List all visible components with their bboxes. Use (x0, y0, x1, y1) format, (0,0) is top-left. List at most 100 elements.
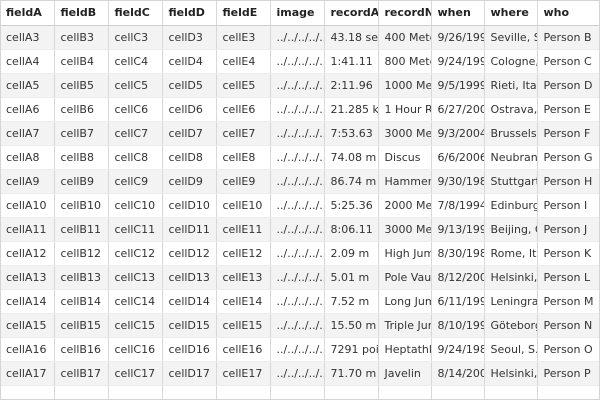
cell-who[interactable]: Person F (537, 121, 600, 146)
cell-fieldC[interactable]: cellC17 (108, 361, 163, 386)
cell-when[interactable]: 9/26/1999 (431, 25, 485, 50)
cell-recordName[interactable]: 1 Hour Run (378, 97, 432, 122)
cell-fieldD[interactable]: cellD12 (162, 241, 217, 266)
cell-when[interactable]: 8/10/1995 (431, 313, 485, 338)
cell-recordName[interactable]: Pole Vault (378, 265, 432, 290)
column-header-image[interactable]: image (270, 0, 325, 26)
cell-fieldD[interactable]: cellD9 (162, 169, 217, 194)
cell-where[interactable]: Helsinki, Finland (484, 361, 538, 386)
cell-when[interactable]: 9/13/1993 (431, 217, 485, 242)
cell-fieldB[interactable]: cellB8 (54, 145, 109, 170)
cell-image[interactable]: ../../../../../ (270, 145, 325, 170)
cell-who[interactable]: Person N (537, 313, 600, 338)
table-row[interactable]: cellA9 cellB9 cellC9 cellD9 cellE9 ../../../.… (0, 169, 600, 194)
cell-fieldB[interactable]: cellB3 (54, 25, 109, 50)
column-header-fieldA[interactable]: fieldA (0, 0, 55, 26)
cell-fieldD[interactable]: cellD13 (162, 265, 217, 290)
cell-fieldC[interactable]: cellC13 (108, 265, 163, 290)
table-row[interactable]: cellA4 cellB4 cellC4 cellD4 cellE4 ../../../.… (0, 49, 600, 74)
cell-image[interactable]: ../../../../../ (270, 169, 325, 194)
cell-fieldA[interactable]: cellA8 (0, 145, 55, 170)
cell-recordAmount[interactable]: 8:06.11 (324, 217, 379, 242)
cell-fieldD[interactable]: cellD4 (162, 49, 217, 74)
cell-fieldD[interactable]: cellD17 (162, 361, 217, 386)
cell-recordAmount[interactable]: 74.08 m (324, 145, 379, 170)
cell-fieldC[interactable]: cellC16 (108, 337, 163, 362)
cell-fieldC[interactable]: cellC9 (108, 169, 163, 194)
column-header-fieldC[interactable]: fieldC (108, 0, 163, 26)
cell-recordAmount[interactable]: 2.09 m (324, 241, 379, 266)
cell-who[interactable]: Person H (537, 169, 600, 194)
cell-recordName[interactable]: 1000 Meters (378, 73, 432, 98)
cell-who[interactable]: Person C (537, 49, 600, 74)
cell-fieldE[interactable]: cellE11 (216, 217, 271, 242)
cell-recordName[interactable]: High Jump (378, 241, 432, 266)
cell-who[interactable]: Person G (537, 145, 600, 170)
cell-fieldC[interactable]: cellC11 (108, 217, 163, 242)
cell-recordName[interactable]: Heptathlon (378, 337, 432, 362)
column-header-recordName[interactable]: recordName (378, 0, 432, 26)
cell-recordName[interactable]: Hammer (378, 169, 432, 194)
cell-image[interactable]: ../../../../../ (270, 73, 325, 98)
cell-fieldE[interactable]: cellE13 (216, 265, 271, 290)
cell-who[interactable]: Person B (537, 25, 600, 50)
cell-recordAmount[interactable]: 7.52 m (324, 289, 379, 314)
cell-fieldB[interactable]: cellB16 (54, 337, 109, 362)
cell-when[interactable]: 9/5/1999 (431, 73, 485, 98)
cell-fieldA[interactable]: cellA17 (0, 361, 55, 386)
cell-recordName[interactable]: Long Jump (378, 289, 432, 314)
cell-image[interactable]: ../../../../../ (270, 265, 325, 290)
cell-when[interactable]: 9/30/1986 (431, 169, 485, 194)
cell-when[interactable]: 6/6/2006 (431, 145, 485, 170)
cell-fieldA[interactable]: cellA14 (0, 289, 55, 314)
cell-where[interactable]: Göteborg, Sweden (484, 313, 538, 338)
cell-when[interactable]: 6/27/2007 (431, 97, 485, 122)
cell-recordName[interactable]: 3000 Meters (378, 217, 432, 242)
table-row[interactable]: cellA8 cellB8 cellC8 cellD8 cellE8 ../../../.… (0, 145, 600, 170)
cell-fieldA[interactable]: cellA4 (0, 49, 55, 74)
cell-who[interactable]: Person O (537, 337, 600, 362)
column-header-who[interactable]: who (537, 0, 600, 26)
cell-image[interactable]: ../../../../../ (270, 193, 325, 218)
cell-image[interactable]: ../../../../../ (270, 25, 325, 50)
cell-fieldA[interactable]: cellA12 (0, 241, 55, 266)
cell-fieldB[interactable]: cellB17 (54, 361, 109, 386)
cell-image[interactable]: ../../../../../ (270, 49, 325, 74)
cell-fieldE[interactable]: cellE10 (216, 193, 271, 218)
cell-recordAmount[interactable]: 71.70 m (324, 361, 379, 386)
cell-fieldA[interactable]: cellA9 (0, 169, 55, 194)
column-header-where[interactable]: where (484, 0, 538, 26)
cell-fieldB[interactable]: cellB13 (54, 265, 109, 290)
cell-who[interactable]: Person P (537, 361, 600, 386)
cell-fieldB[interactable]: cellB14 (54, 289, 109, 314)
table-row[interactable]: cellA10 cellB10 cellC10 cellD10 cellE10 ../..… (0, 193, 600, 218)
cell-fieldC[interactable]: cellC15 (108, 313, 163, 338)
cell-fieldE[interactable]: cellE9 (216, 169, 271, 194)
cell-image[interactable]: ../../../../../ (270, 121, 325, 146)
cell-where[interactable]: Ostrava, Czech Republic (484, 97, 538, 122)
cell-fieldD[interactable]: cellD8 (162, 145, 217, 170)
cell-fieldA[interactable]: cellA15 (0, 313, 55, 338)
cell-image[interactable]: ../../../../../ (270, 217, 325, 242)
table-row[interactable]: cellA5 cellB5 cellC5 cellD5 cellE5 ../../../.… (0, 73, 600, 98)
cell-fieldE[interactable]: cellE14 (216, 289, 271, 314)
table-row[interactable]: cellA3 cellB3 cellC3 cellD3 cellE3 ../../../.… (0, 25, 600, 50)
cell-fieldD[interactable]: cellD11 (162, 217, 217, 242)
cell-fieldE[interactable]: cellE8 (216, 145, 271, 170)
column-header-fieldB[interactable]: fieldB (54, 0, 109, 26)
cell-fieldD[interactable]: cellD7 (162, 121, 217, 146)
cell-recordAmount[interactable]: 7:53.63 (324, 121, 379, 146)
cell-fieldC[interactable]: cellC10 (108, 193, 163, 218)
column-header-fieldE[interactable]: fieldE (216, 0, 271, 26)
cell-image[interactable]: ../../../../../ (270, 313, 325, 338)
cell-fieldE[interactable]: cellE12 (216, 241, 271, 266)
cell-recordName[interactable]: 400 Meters (378, 25, 432, 50)
cell-fieldB[interactable]: cellB4 (54, 49, 109, 74)
cell-fieldD[interactable]: cellD15 (162, 313, 217, 338)
cell-recordAmount[interactable]: 2:11.96 (324, 73, 379, 98)
cell-where[interactable]: Edinburgh, UK (484, 193, 538, 218)
cell-fieldD[interactable]: cellD10 (162, 193, 217, 218)
table-row[interactable]: cellA11 cellB11 cellC11 cellD11 cellE11 ../..… (0, 217, 600, 242)
cell-who[interactable]: Person M (537, 289, 600, 314)
table-row[interactable]: cellA14 cellB14 cellC14 cellD14 cellE14 ../..… (0, 289, 600, 314)
